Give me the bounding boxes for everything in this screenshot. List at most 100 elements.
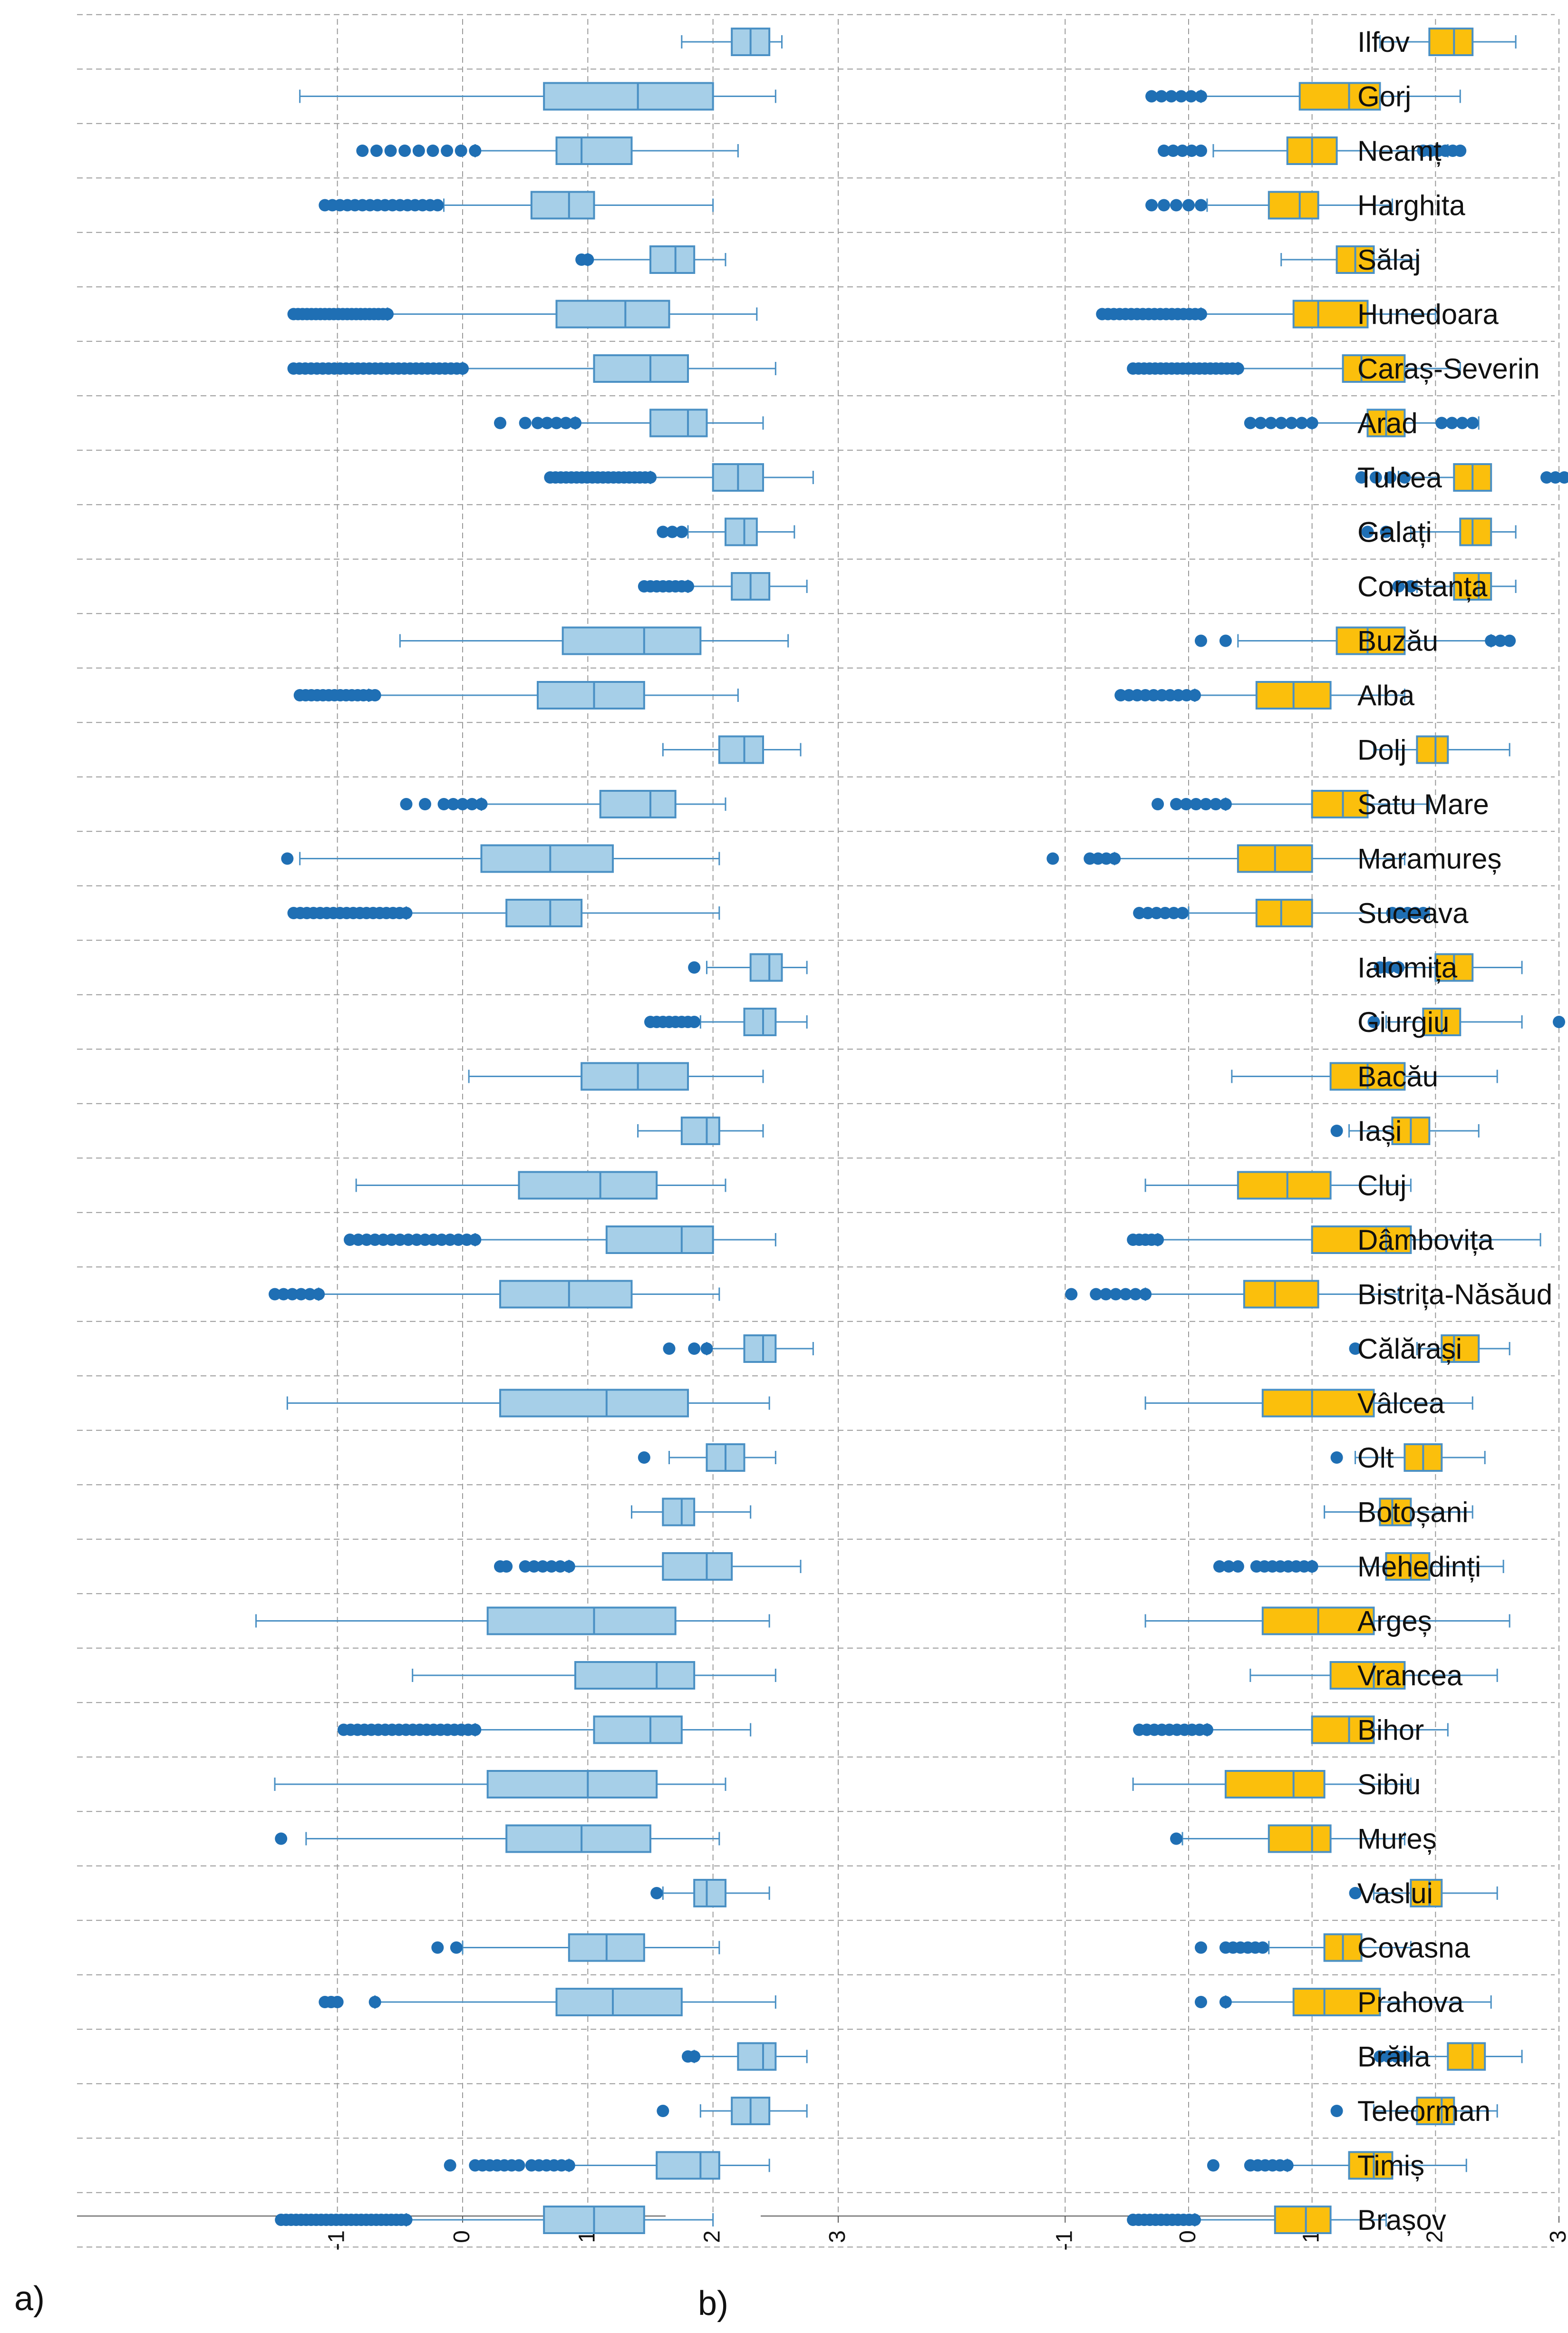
box-covasna (431, 1933, 720, 1962)
box-hunedoara (287, 300, 758, 329)
box-cluj (1144, 1171, 1412, 1200)
county-label: Arad (1357, 408, 1418, 439)
box-brașov (275, 2206, 714, 2234)
outlier-point (275, 1832, 288, 1845)
box-vaslui (650, 1879, 770, 1907)
box-vâlcea (1144, 1389, 1473, 1418)
outlier-point (277, 1288, 290, 1301)
box-caraș-severin (287, 354, 776, 383)
outlier-point (1380, 525, 1393, 538)
box-călărași (1349, 1334, 1510, 1363)
county-label: Alba (1357, 680, 1415, 711)
box-prahova (319, 1988, 776, 2016)
box-vrancea (412, 1661, 776, 1690)
outlier-point (1349, 1887, 1362, 1899)
iqr-box (743, 1334, 777, 1363)
box-botoșani (1324, 1497, 1473, 1526)
county-label: Constanța (1357, 571, 1488, 603)
county-label: Ialomița (1357, 952, 1458, 984)
outlier-point (1084, 852, 1096, 865)
outlier-point (384, 145, 397, 157)
outlier-point (1167, 907, 1180, 919)
outlier-point (1219, 1941, 1232, 1954)
box-arad (494, 408, 764, 437)
iqr-box (737, 2042, 777, 2071)
outlier-point (1466, 417, 1479, 429)
box-vâlcea (286, 1389, 770, 1418)
outlier-point (532, 417, 544, 429)
iqr-box (581, 1062, 689, 1091)
outlier-point (287, 362, 300, 375)
county-label: Caraș-Severin (1357, 353, 1539, 385)
outlier-point (447, 798, 460, 810)
county-label: Timiș (1357, 2150, 1424, 2182)
iqr-box (1224, 1770, 1326, 1798)
box-bihor (1133, 1715, 1449, 1744)
box-caraș-severin (1127, 354, 1461, 383)
iqr-box (1329, 1661, 1406, 1690)
box-neamț (356, 136, 739, 165)
outlier-point (1296, 417, 1308, 429)
box-bistrița-năsăud (1065, 1280, 1399, 1309)
outlier-point (441, 145, 454, 157)
outlier-point (1454, 145, 1467, 157)
iqr-box (1447, 2042, 1486, 2071)
outlier-point (303, 1288, 316, 1301)
county-label: Bacău (1357, 1061, 1438, 1093)
county-label: Vâlcea (1357, 1388, 1445, 1419)
outlier-point (1219, 634, 1232, 647)
outlier-point (1244, 417, 1257, 429)
box-neamț (1158, 136, 1467, 165)
outlier-point (575, 253, 588, 266)
box-olt (1330, 1443, 1486, 1472)
outlier-point (1367, 1016, 1380, 1028)
county-label: Vrancea (1357, 1660, 1463, 1691)
iqr-box (1261, 1389, 1375, 1418)
box-alba (293, 681, 739, 710)
iqr-box (662, 1497, 696, 1526)
outlier-point (1185, 90, 1198, 103)
county-label: Argeș (1357, 1605, 1432, 1637)
iqr-box (1274, 2206, 1332, 2234)
outlier-point (545, 1560, 558, 1573)
outlier-point (1254, 417, 1267, 429)
box-mehedinți (494, 1552, 802, 1581)
outlier-point (437, 798, 450, 810)
box-timiș (1207, 2151, 1467, 2180)
county-label: Călărași (1357, 1333, 1462, 1365)
box-buzău (399, 626, 789, 655)
outlier-point (450, 1941, 463, 1954)
outlier-point (456, 798, 469, 810)
outlier-point (536, 1560, 549, 1573)
iqr-box (599, 790, 677, 818)
iqr-box (1292, 1988, 1381, 2016)
outlier-point (1096, 308, 1109, 321)
county-label: Teleorman (1357, 2095, 1491, 2127)
outlier-point (426, 145, 439, 157)
box-ialomița (688, 953, 808, 982)
county-label: Harghita (1357, 190, 1465, 222)
iqr-box (1441, 1334, 1480, 1363)
outlier-point (1549, 471, 1562, 484)
iqr-box (537, 681, 645, 710)
outlier-point (400, 798, 413, 810)
outlier-point (1231, 1560, 1244, 1573)
outlier-point (519, 417, 532, 429)
outlier-point (1207, 2159, 1220, 2172)
box-brăila (1374, 2042, 1523, 2071)
iqr-box (1311, 1715, 1375, 1744)
outlier-point (469, 2159, 482, 2172)
box-sălaj (1280, 245, 1418, 274)
iqr-box (693, 1879, 726, 1907)
outlier-point (663, 1342, 676, 1355)
box-gorj (1145, 82, 1461, 111)
box-brașov (1127, 2206, 1387, 2234)
box-mureș (1170, 1824, 1405, 1853)
outlier-point (431, 1941, 444, 1954)
county-label: Maramureș (1357, 843, 1501, 875)
outlier-point (675, 525, 688, 538)
box-dâmbovița (344, 1225, 776, 1254)
county-label: Dâmbovița (1357, 1224, 1494, 1256)
county-label: Mehedinți (1357, 1551, 1481, 1583)
iqr-box (543, 82, 714, 111)
